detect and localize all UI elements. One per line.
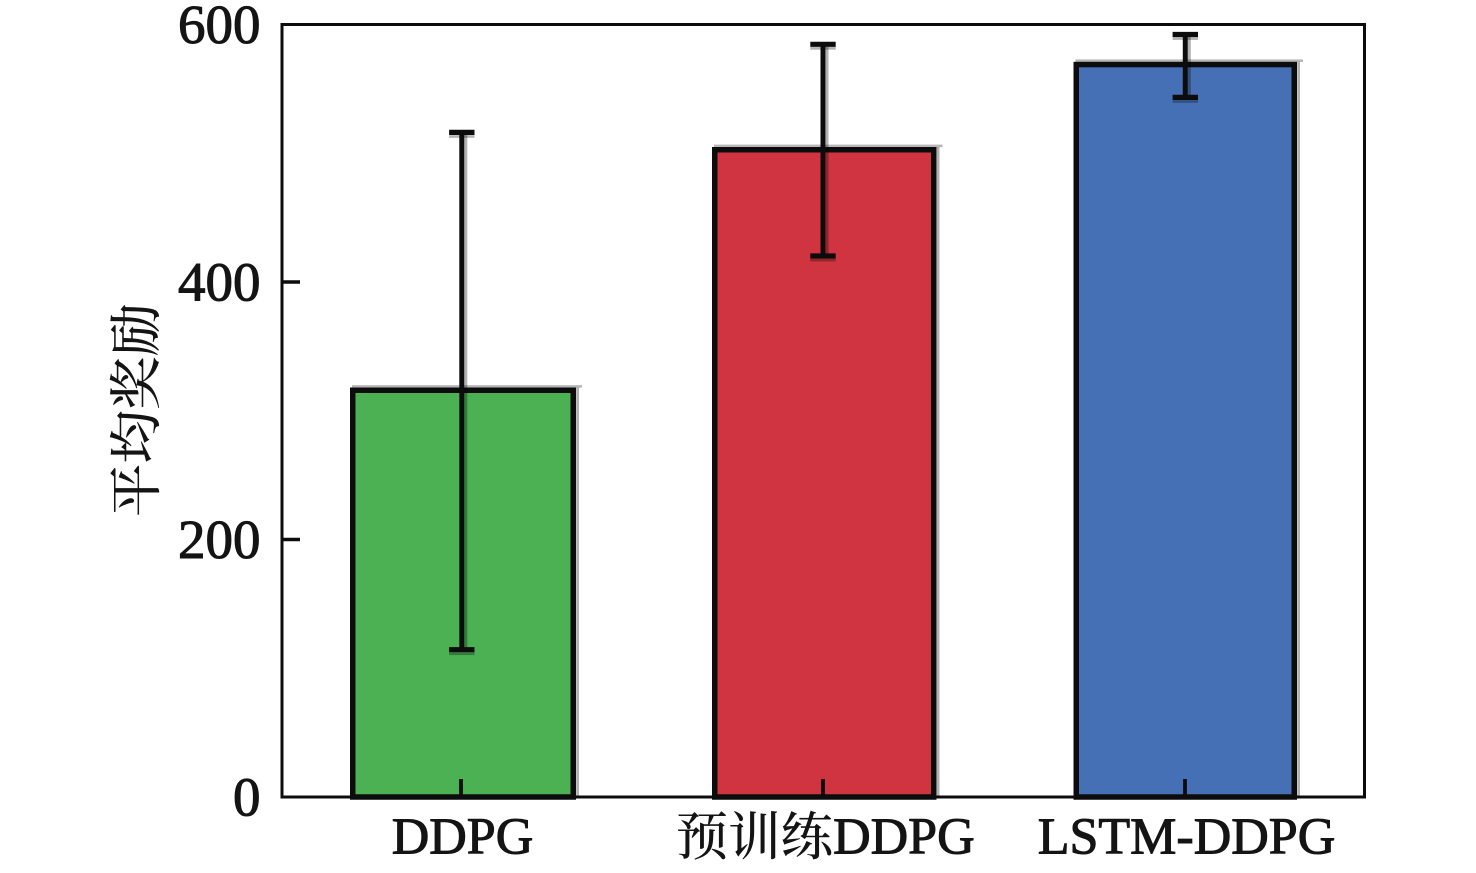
svg-text:200: 200 [178,509,261,570]
svg-text:0: 0 [233,766,261,827]
svg-text:LSTM-DDPG: LSTM-DDPG [1038,809,1336,866]
svg-text:600: 600 [178,0,261,55]
svg-text:DDPG: DDPG [392,809,534,866]
svg-text:DDPG: DDPG [833,809,975,866]
svg-text:400: 400 [178,251,261,312]
